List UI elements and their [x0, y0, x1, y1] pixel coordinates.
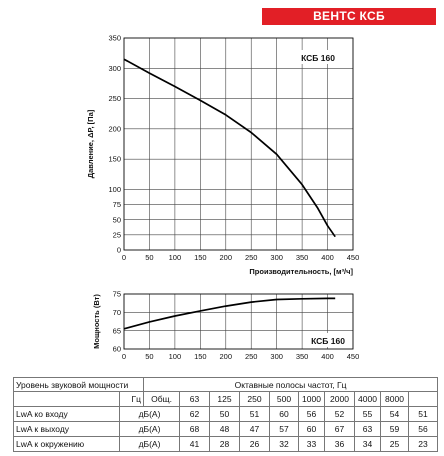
x-tick-label: 250 [245, 253, 258, 262]
table-cell: 55 [354, 406, 382, 422]
row-label: LwA к выходу [13, 421, 120, 437]
column-header: 500 [269, 391, 300, 407]
table-title: Уровень звуковой мощности [12, 377, 145, 392]
x-tick-label: 50 [145, 253, 153, 262]
x-tick-label: 300 [270, 253, 283, 262]
table-cell: 48 [209, 421, 241, 437]
table-cell: 25 [380, 436, 410, 452]
series-line [123, 58, 336, 238]
y-tick-label: 300 [108, 64, 121, 73]
column-header: 2000 [324, 391, 356, 407]
table-row: LwA ко входу дБ(А) 62 50 51 60 56 52 55 … [13, 406, 439, 422]
sound-power-table: Уровень звуковой мощности Октавные полос… [12, 377, 439, 452]
x-tick-label: 100 [169, 253, 182, 262]
table-cell: 63 [354, 421, 382, 437]
y-tick-label: 60 [113, 345, 121, 354]
y-tick-label: 150 [108, 155, 121, 164]
x-tick-label: 350 [296, 253, 309, 262]
table-columns-row: Гц Общ. 63 125 250 500 1000 2000 4000 80… [13, 391, 439, 407]
table-cell: 60 [269, 406, 300, 422]
x-tick-label: 400 [321, 352, 334, 361]
x-tick-label: 150 [194, 352, 207, 361]
x-axis-label: Производительность, [м³/ч] [249, 267, 353, 276]
brand-label: ВЕНТС КСБ [262, 8, 436, 25]
y-tick-label: 25 [113, 230, 121, 239]
x-tick-label: 200 [220, 352, 233, 361]
pressure-chart: 0 50 100 150 200 250 300 350 400 450 0 25 50 75 100 150… [86, 34, 360, 276]
x-tick-label: 300 [270, 352, 283, 361]
y-tick-label: 65 [113, 326, 121, 335]
x-tick-label: 350 [296, 352, 309, 361]
table-cell: 50 [209, 406, 241, 422]
x-tick-label: 100 [169, 352, 182, 361]
table-cell: 62 [179, 406, 211, 422]
column-header: 8000 [380, 391, 410, 407]
table-cell: 34 [354, 436, 382, 452]
table-cell: 56 [298, 406, 326, 422]
x-tick-label: 50 [145, 352, 153, 361]
row-unit: дБ(А) [118, 406, 181, 422]
table-cell: 36 [324, 436, 356, 452]
y-tick-label: 75 [113, 200, 121, 209]
column-header: 125 [209, 391, 241, 407]
model-label: КСБ 160 [301, 53, 335, 63]
table-cell: 41 [179, 436, 211, 452]
table-row: LwA к выходу дБ(А) 68 48 47 57 60 67 63 … [13, 421, 439, 437]
row-label: LwA ко входу [13, 406, 120, 422]
row-unit: дБ(А) [118, 436, 181, 452]
table-cell: 68 [179, 421, 211, 437]
x-tick-label: 200 [220, 253, 233, 262]
power-chart: 0 50 100 150 200 250 300 350 400 450 60 65 70 75 КСБ 1… [92, 290, 360, 361]
series-line [123, 297, 336, 330]
y-tick-label: 50 [113, 215, 121, 224]
x-tick-label: 0 [122, 253, 126, 262]
table-cell: 57 [269, 421, 300, 437]
y-axis-label: Давление, ΔP, [Па] [86, 109, 95, 178]
y-tick-label: 75 [113, 290, 121, 299]
table-cell: 52 [324, 406, 356, 422]
column-header: Общ. [143, 391, 181, 407]
model-label-bg [296, 50, 340, 64]
y-tick-label: 0 [117, 246, 121, 255]
column-header: 63 [179, 391, 211, 407]
x-tick-label: 250 [245, 352, 258, 361]
y-tick-label: 100 [108, 185, 121, 194]
plot-frame [123, 37, 354, 251]
model-label-bg [305, 333, 351, 347]
unit-header: Гц [118, 391, 145, 407]
model-label: КСБ 160 [311, 336, 345, 346]
x-tick-label: 450 [347, 352, 360, 361]
table-header-row: Уровень звуковой мощности Октавные полос… [12, 377, 439, 392]
column-header: 1000 [298, 391, 326, 407]
table-cell: 56 [408, 421, 439, 437]
row-label: LwA к окружению [13, 436, 120, 452]
table-cell: 28 [209, 436, 241, 452]
y-tick-label: 350 [108, 34, 121, 43]
y-tick-label: 200 [108, 124, 121, 133]
y-axis-label: Мощность (Вт) [92, 294, 101, 349]
table-cell: 26 [239, 436, 271, 452]
row-unit: дБ(А) [118, 421, 181, 437]
table-cell: 51 [239, 406, 271, 422]
x-tick-label: 400 [321, 253, 334, 262]
table-row: LwA к окружению дБ(А) 41 28 26 32 33 36 … [13, 436, 439, 452]
table-cell: 54 [380, 406, 410, 422]
table-bands-title: Октавные полосы частот, Гц [143, 377, 439, 392]
table-cell: 60 [298, 421, 326, 437]
table-cell: 47 [239, 421, 271, 437]
x-tick-label: 450 [347, 253, 360, 262]
table-cell: 67 [324, 421, 356, 437]
column-header: 250 [239, 391, 271, 407]
table-cell: 59 [380, 421, 410, 437]
table-cell: 23 [408, 436, 439, 452]
y-tick-label: 70 [113, 308, 121, 317]
table-cell: 32 [269, 436, 300, 452]
column-header: 4000 [354, 391, 382, 407]
y-tick-label: 250 [108, 94, 121, 103]
x-tick-label: 0 [122, 352, 126, 361]
x-tick-label: 150 [194, 253, 207, 262]
table-cell: 51 [408, 406, 439, 422]
table-cell: 33 [298, 436, 326, 452]
plot-frame [123, 293, 354, 350]
